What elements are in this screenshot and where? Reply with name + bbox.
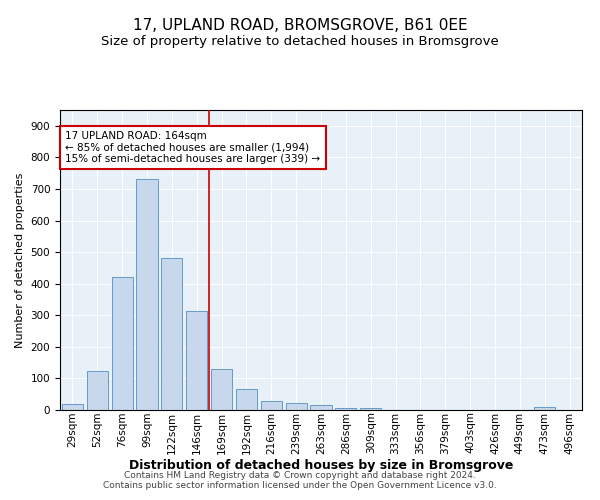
- Bar: [236, 390, 257, 410]
- Bar: [112, 278, 133, 410]
- Text: Contains HM Land Registry data © Crown copyright and database right 2024.
Contai: Contains HM Land Registry data © Crown c…: [103, 470, 497, 490]
- Text: 17 UPLAND ROAD: 164sqm
← 85% of detached houses are smaller (1,994)
15% of semi-: 17 UPLAND ROAD: 164sqm ← 85% of detached…: [65, 131, 320, 164]
- Bar: [534, 407, 555, 410]
- Bar: [261, 401, 282, 410]
- Bar: [62, 404, 83, 410]
- Bar: [310, 406, 332, 410]
- Bar: [211, 369, 232, 410]
- Y-axis label: Number of detached properties: Number of detached properties: [15, 172, 25, 348]
- X-axis label: Distribution of detached houses by size in Bromsgrove: Distribution of detached houses by size …: [129, 459, 513, 472]
- Bar: [360, 408, 381, 410]
- Text: 17, UPLAND ROAD, BROMSGROVE, B61 0EE: 17, UPLAND ROAD, BROMSGROVE, B61 0EE: [133, 18, 467, 32]
- Bar: [335, 408, 356, 410]
- Bar: [87, 372, 108, 410]
- Bar: [136, 180, 158, 410]
- Text: Size of property relative to detached houses in Bromsgrove: Size of property relative to detached ho…: [101, 35, 499, 48]
- Bar: [286, 403, 307, 410]
- Bar: [161, 258, 182, 410]
- Bar: [186, 310, 207, 410]
